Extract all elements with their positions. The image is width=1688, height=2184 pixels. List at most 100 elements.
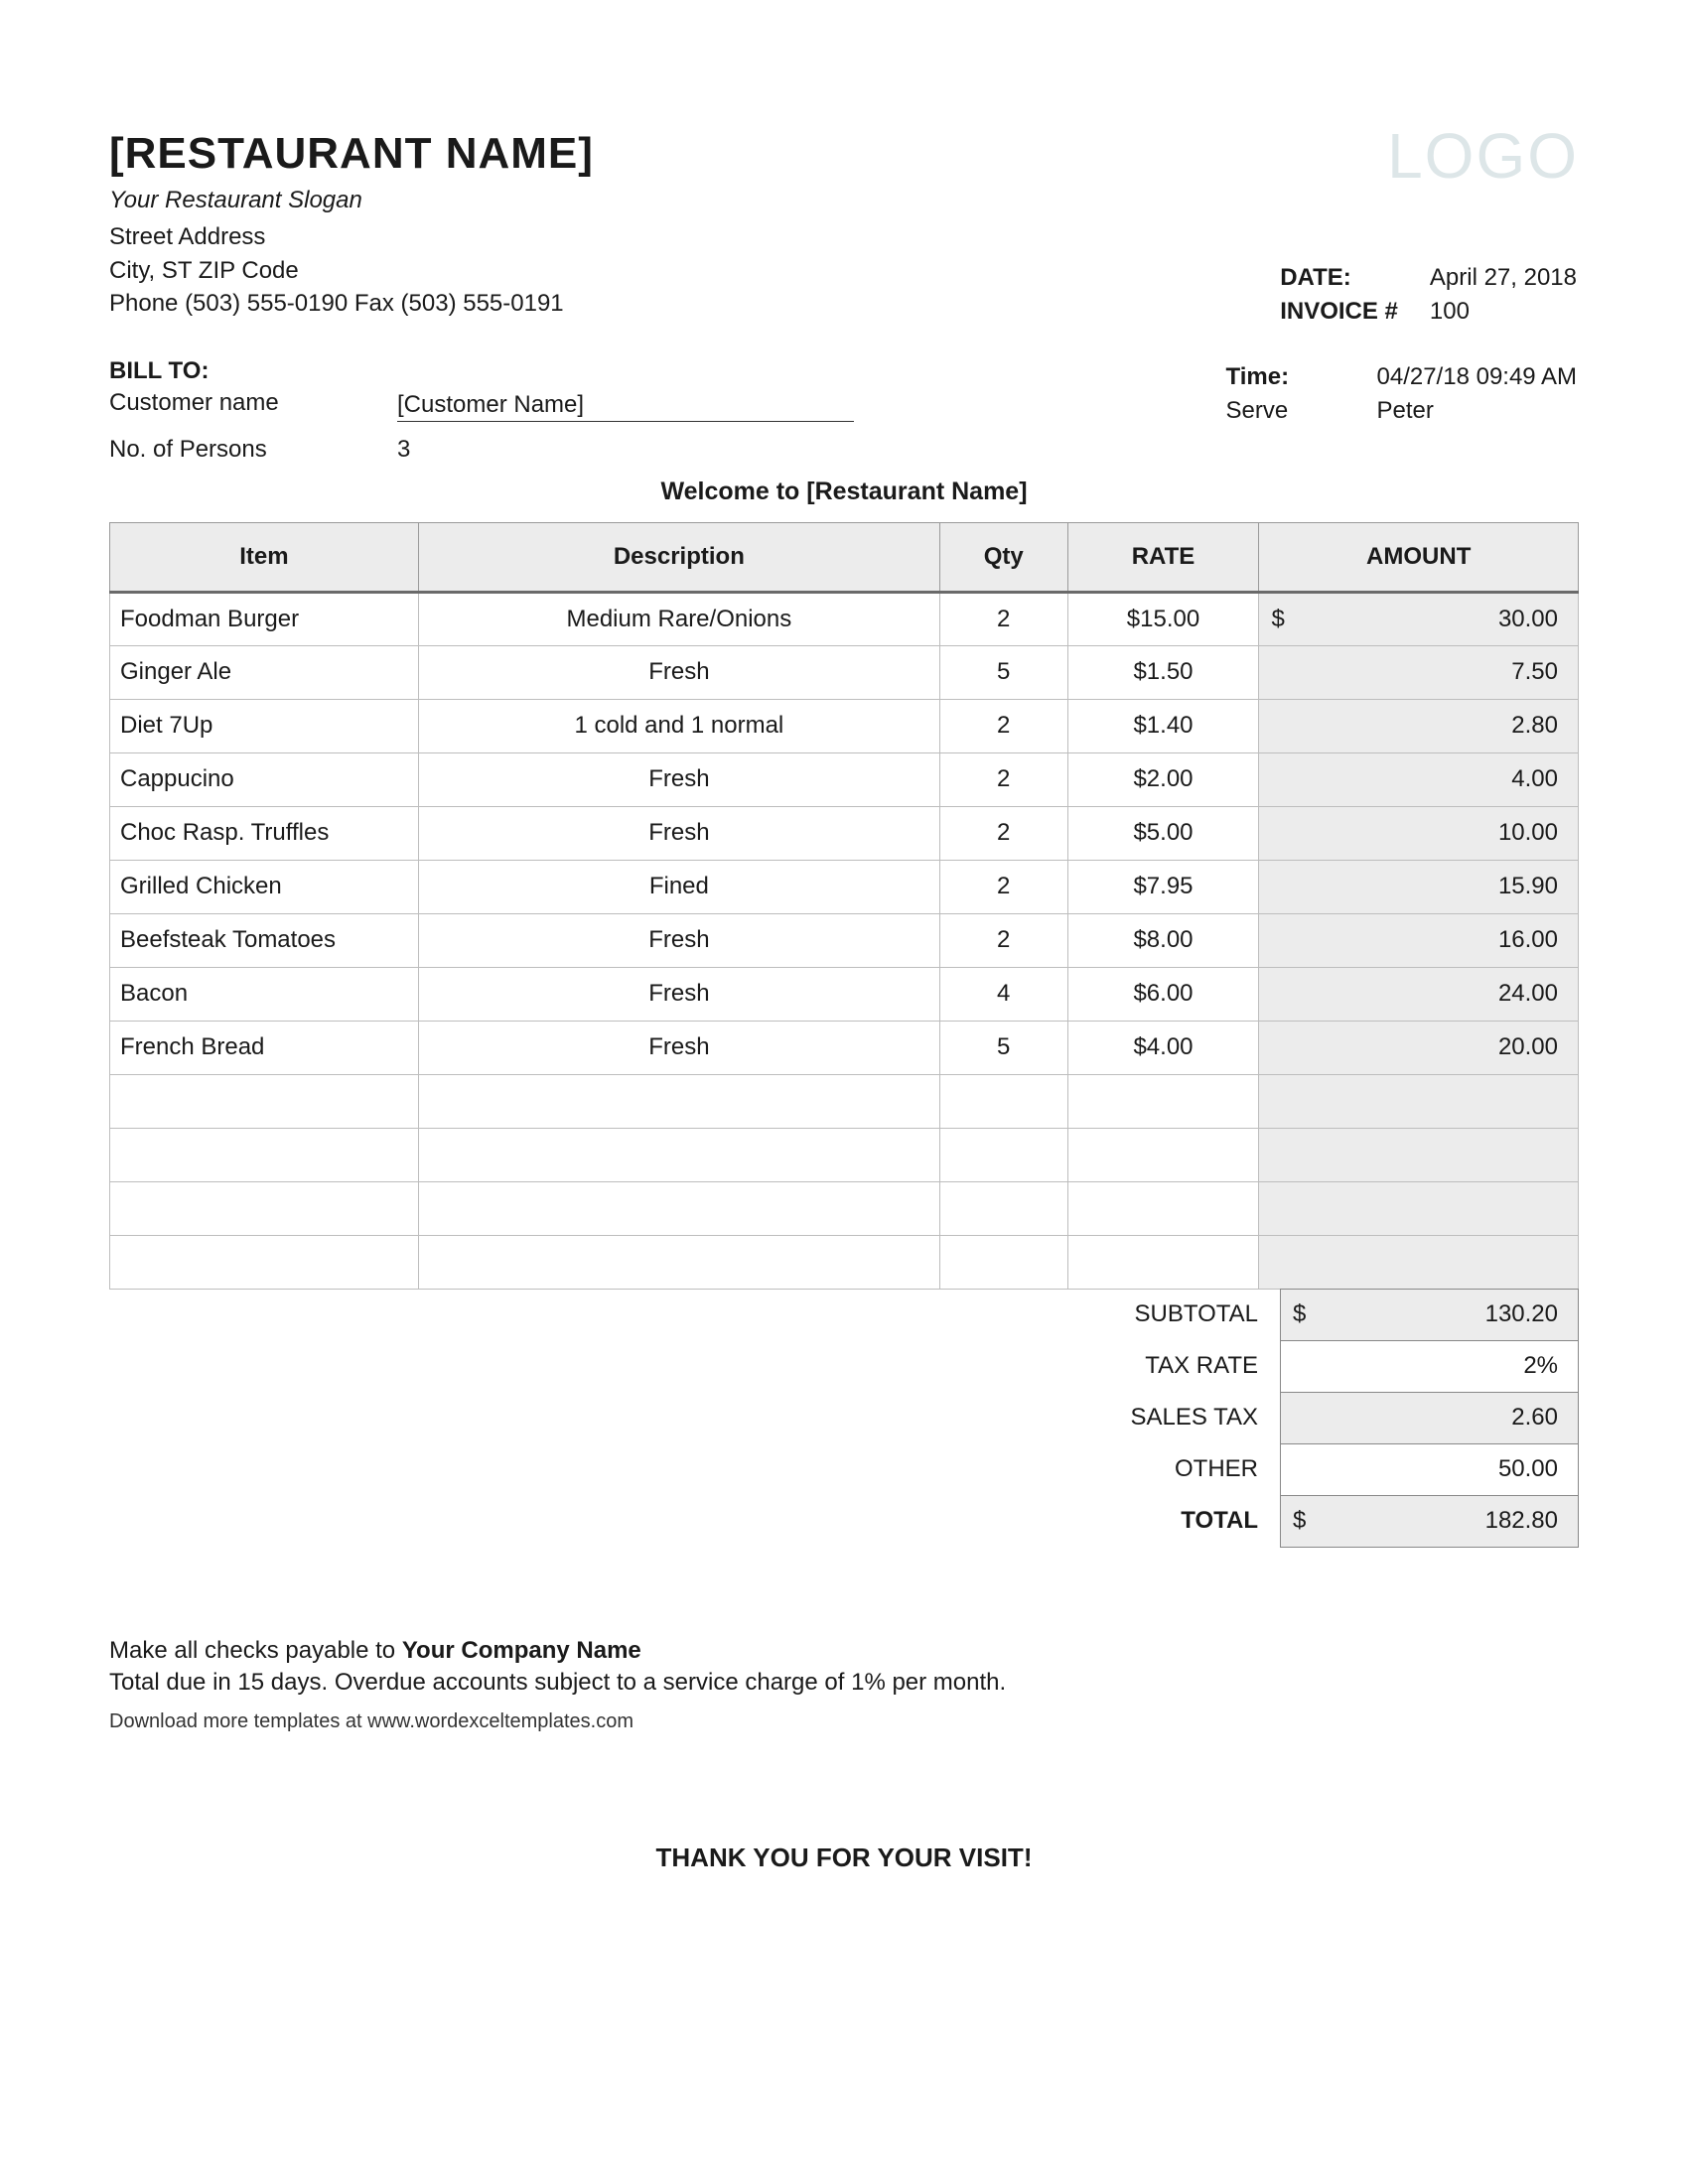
cell-item: Choc Rasp. Truffles — [110, 806, 419, 860]
totals-label: SUBTOTAL — [1062, 1289, 1281, 1340]
col-amount: AMOUNT — [1259, 522, 1579, 592]
table-row: Choc Rasp. TrufflesFresh2$5.0010.00 — [110, 806, 1579, 860]
totals-label: OTHER — [1062, 1443, 1281, 1495]
cell-qty: 2 — [939, 913, 1067, 967]
totals-table: SUBTOTAL$130.20TAX RATE2%SALES TAX2.60OT… — [1062, 1289, 1580, 1548]
cell-qty: 5 — [939, 1021, 1067, 1074]
cell-rate: $7.95 — [1067, 860, 1259, 913]
cell-qty: 4 — [939, 967, 1067, 1021]
totals-row: SALES TAX2.60 — [1062, 1392, 1579, 1443]
table-row: Diet 7Up1 cold and 1 normal2$1.402.80 — [110, 699, 1579, 752]
cell-amount: 4.00 — [1259, 752, 1579, 806]
table-row-empty — [110, 1235, 1579, 1289]
totals-value: 2.60 — [1281, 1392, 1579, 1443]
cell-qty: 2 — [939, 860, 1067, 913]
cell-amount — [1259, 1235, 1579, 1289]
col-desc: Description — [418, 522, 939, 592]
restaurant-name: [RESTAURANT NAME] — [109, 129, 594, 179]
time-value: 04/27/18 09:49 AM — [1377, 361, 1578, 393]
cell-rate — [1067, 1235, 1259, 1289]
cell-qty — [939, 1235, 1067, 1289]
cell-qty: 2 — [939, 806, 1067, 860]
table-row-empty — [110, 1128, 1579, 1181]
phone-line: Phone (503) 555-0190 Fax (503) 555-0191 — [109, 287, 564, 321]
totals-value: $130.20 — [1281, 1289, 1579, 1340]
cell-qty — [939, 1181, 1067, 1235]
cell-item: Grilled Chicken — [110, 860, 419, 913]
street-address: Street Address — [109, 220, 564, 254]
cell-item — [110, 1181, 419, 1235]
table-row: Grilled ChickenFined2$7.9515.90 — [110, 860, 1579, 913]
cell-amount: 24.00 — [1259, 967, 1579, 1021]
table-row: Foodman BurgerMedium Rare/Onions2$15.00$… — [110, 592, 1579, 645]
customer-name-label: Customer name — [109, 385, 397, 421]
col-qty: Qty — [939, 522, 1067, 592]
items-header-row: Item Description Qty RATE AMOUNT — [110, 522, 1579, 592]
date-label: DATE: — [1280, 262, 1428, 294]
table-row: Ginger AleFresh5$1.507.50 — [110, 645, 1579, 699]
welcome-line: Welcome to [Restaurant Name] — [109, 478, 1579, 506]
bill-to-label: BILL TO: — [109, 357, 854, 385]
cell-rate: $15.00 — [1067, 592, 1259, 645]
persons-label: No. of Persons — [109, 421, 397, 468]
cell-amount — [1259, 1128, 1579, 1181]
serve-value: Peter — [1377, 395, 1578, 427]
totals-row: TAX RATE2% — [1062, 1340, 1579, 1392]
city-line: City, ST ZIP Code — [109, 254, 564, 288]
footer-block: Make all checks payable to Your Company … — [109, 1637, 1579, 1733]
col-rate: RATE — [1067, 522, 1259, 592]
cell-desc: 1 cold and 1 normal — [418, 699, 939, 752]
totals-value: $182.80 — [1281, 1495, 1579, 1547]
cell-amount: 10.00 — [1259, 806, 1579, 860]
cell-item: Ginger Ale — [110, 645, 419, 699]
due-line: Total due in 15 days. Overdue accounts s… — [109, 1669, 1579, 1697]
items-table: Item Description Qty RATE AMOUNT Foodman… — [109, 522, 1579, 1290]
cell-item: Bacon — [110, 967, 419, 1021]
pay-prefix: Make all checks payable to — [109, 1637, 402, 1664]
pay-company: Your Company Name — [402, 1637, 641, 1664]
invoice-value: 100 — [1430, 296, 1577, 328]
serve-label: Serve — [1226, 395, 1375, 427]
time-serve-block: Time: 04/27/18 09:49 AM Serve Peter — [1224, 359, 1580, 468]
cell-desc — [418, 1074, 939, 1128]
cell-desc — [418, 1235, 939, 1289]
cell-desc — [418, 1128, 939, 1181]
customer-name-value: [Customer Name] — [397, 385, 854, 421]
table-row: CappucinoFresh2$2.004.00 — [110, 752, 1579, 806]
cell-desc: Fresh — [418, 645, 939, 699]
cell-item: French Bread — [110, 1021, 419, 1074]
cell-item: Cappucino — [110, 752, 419, 806]
totals-value: 2% — [1281, 1340, 1579, 1392]
cell-amount: 2.80 — [1259, 699, 1579, 752]
cell-amount: 7.50 — [1259, 645, 1579, 699]
cell-rate: $1.50 — [1067, 645, 1259, 699]
cell-rate: $1.40 — [1067, 699, 1259, 752]
table-row-empty — [110, 1074, 1579, 1128]
totals-value: 50.00 — [1281, 1443, 1579, 1495]
cell-item — [110, 1128, 419, 1181]
cell-item: Foodman Burger — [110, 592, 419, 645]
totals-label: SALES TAX — [1062, 1392, 1281, 1443]
cell-qty: 2 — [939, 752, 1067, 806]
slogan: Your Restaurant Slogan — [109, 187, 594, 214]
cell-rate — [1067, 1128, 1259, 1181]
cell-rate: $5.00 — [1067, 806, 1259, 860]
totals-row: SUBTOTAL$130.20 — [1062, 1289, 1579, 1340]
cell-desc: Medium Rare/Onions — [418, 592, 939, 645]
cell-rate: $8.00 — [1067, 913, 1259, 967]
cell-rate — [1067, 1181, 1259, 1235]
pay-line: Make all checks payable to Your Company … — [109, 1637, 1579, 1665]
cell-amount — [1259, 1074, 1579, 1128]
cell-desc: Fined — [418, 860, 939, 913]
totals-label: TAX RATE — [1062, 1340, 1281, 1392]
cell-item — [110, 1074, 419, 1128]
cell-amount: $30.00 — [1259, 592, 1579, 645]
bill-section: BILL TO: Customer name [Customer Name] N… — [109, 357, 1579, 468]
cell-rate: $6.00 — [1067, 967, 1259, 1021]
cell-amount: 16.00 — [1259, 913, 1579, 967]
cell-item: Beefsteak Tomatoes — [110, 913, 419, 967]
cell-desc: Fresh — [418, 806, 939, 860]
date-value: April 27, 2018 — [1430, 262, 1577, 294]
totals-row: OTHER50.00 — [1062, 1443, 1579, 1495]
table-row: BaconFresh4$6.0024.00 — [110, 967, 1579, 1021]
